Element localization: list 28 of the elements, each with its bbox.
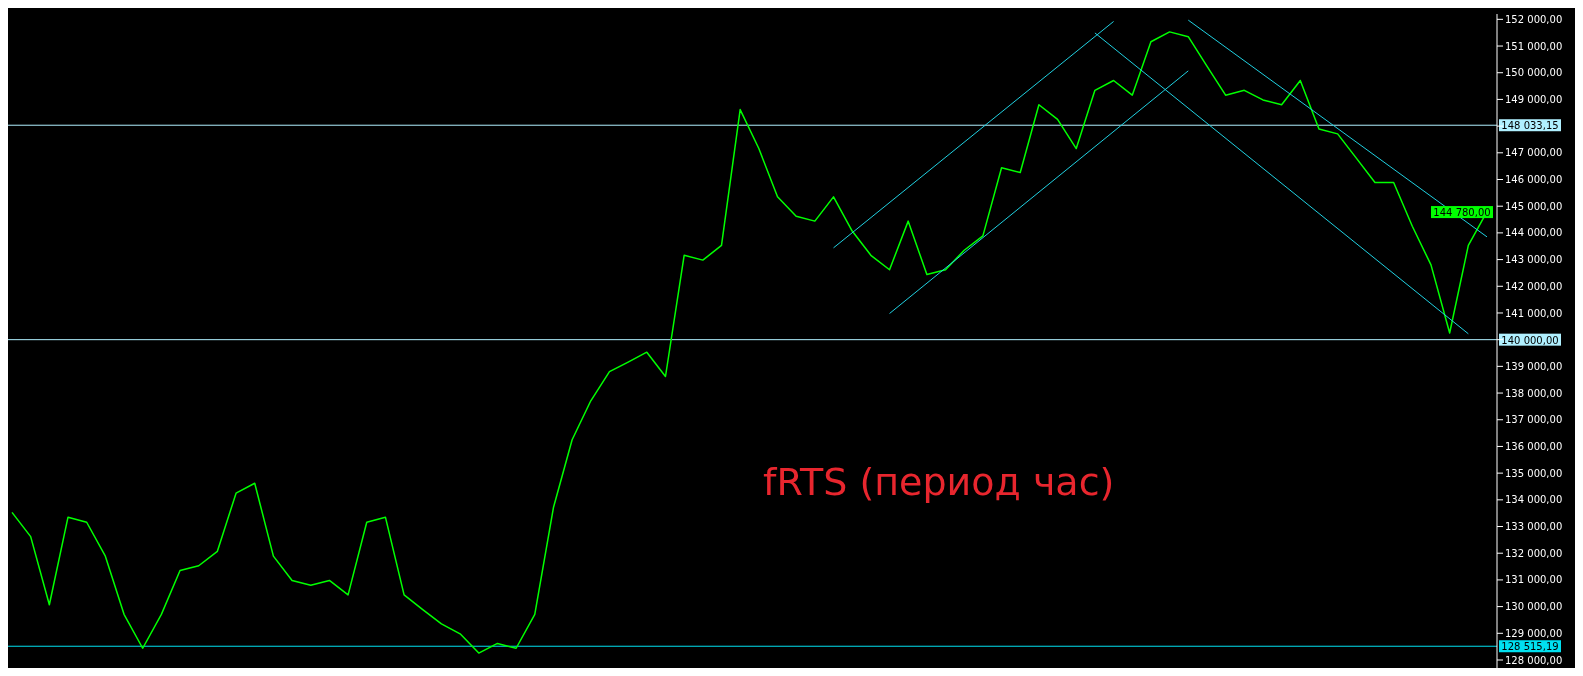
y-tick-label: 152 000,00	[1505, 13, 1563, 25]
text: fRTS (период час)	[763, 460, 1115, 504]
y-tick-label: 130 000,00	[1505, 601, 1563, 613]
y-tick-label: 138 000,00	[1505, 387, 1563, 399]
annotation: 144 780,00	[1433, 207, 1491, 219]
y-tick-label: 131 000,00	[1505, 574, 1563, 586]
y-tick-label: 144 000,00	[1505, 227, 1563, 239]
y-tick-label: 143 000,00	[1505, 254, 1563, 266]
y-tick-label: 141 000,00	[1505, 307, 1563, 319]
y-tick-label: 128 000,00	[1505, 654, 1563, 666]
y-tick-label: 151 000,00	[1505, 40, 1563, 52]
ref-line-label: 148 033,15	[1501, 120, 1559, 132]
y-tick-label: 136 000,00	[1505, 440, 1563, 452]
y-tick-label: 142 000,00	[1505, 280, 1563, 292]
ref-line-label: 140 000,00	[1501, 334, 1559, 346]
y-tick-label: 149 000,00	[1505, 93, 1563, 105]
y-tick-label: 133 000,00	[1505, 521, 1563, 533]
y-tick-label: 134 000,00	[1505, 494, 1563, 506]
y-tick-label: 147 000,00	[1505, 147, 1563, 159]
ref-line-label: 128 515,19	[1501, 641, 1559, 653]
y-tick-label: 132 000,00	[1505, 547, 1563, 559]
y-tick-label: 150 000,00	[1505, 67, 1563, 79]
y-tick-label: 137 000,00	[1505, 414, 1563, 426]
y-tick-label: 129 000,00	[1505, 627, 1563, 639]
y-tick-label: 145 000,00	[1505, 200, 1563, 212]
y-tick-label: 139 000,00	[1505, 360, 1563, 372]
y-tick-label: 135 000,00	[1505, 467, 1563, 479]
y-tick-label: 146 000,00	[1505, 174, 1563, 186]
